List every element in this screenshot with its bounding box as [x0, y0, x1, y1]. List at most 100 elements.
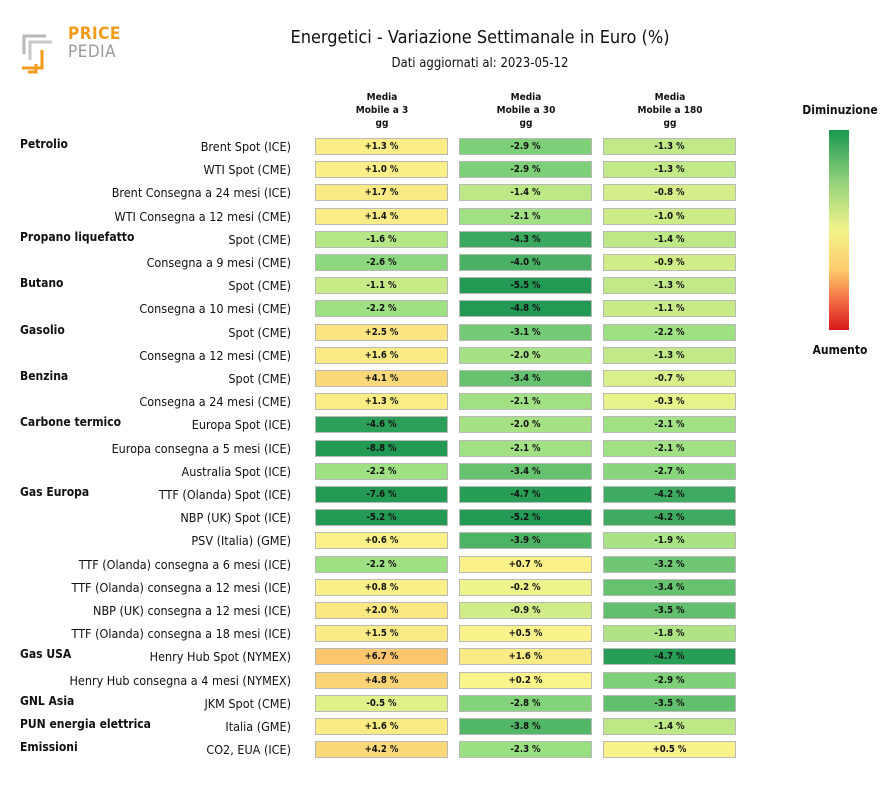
heatmap-cell: +1.6 %: [459, 648, 592, 666]
heatmap-cell: -1.4 %: [459, 184, 592, 202]
row-label: Spot (CME): [228, 371, 291, 386]
heatmap-cell: +0.2 %: [459, 671, 592, 689]
heatmap-cell: -2.6 %: [315, 254, 448, 271]
logo-mark-icon: [22, 34, 52, 74]
heatmap-cell: -4.2 %: [603, 486, 736, 503]
row-label: Consegna a 9 mesi (CME): [146, 255, 291, 270]
row-label: Brent Consegna a 24 mesi (ICE): [111, 185, 291, 201]
row-label: WTI Consegna a 12 mesi (CME): [114, 208, 291, 224]
heatmap-cell: -0.7 %: [603, 370, 736, 387]
row-label: Italia (GME): [225, 719, 291, 734]
heatmap-cell: +4.8 %: [315, 671, 448, 689]
heatmap-cell: +2.5 %: [315, 323, 448, 341]
heatmap-cell: -1.3 %: [603, 346, 736, 364]
heatmap-cell: -4.2 %: [603, 509, 736, 527]
heatmap-cell: -2.3 %: [459, 741, 592, 759]
heatmap-cell: -1.6 %: [315, 230, 448, 248]
heatmap-cell: -1.1 %: [315, 277, 448, 295]
group-label: Gasolio: [20, 322, 65, 337]
heatmap-cell: -0.2 %: [459, 578, 592, 596]
heatmap-cell: -8.8 %: [315, 439, 448, 457]
heatmap-cell: -4.7 %: [459, 486, 592, 503]
heatmap-cell: -1.4 %: [603, 230, 736, 248]
heatmap-cell: -2.1 %: [603, 439, 736, 457]
heatmap-cell: +4.1 %: [315, 370, 448, 387]
group-label: GNL Asia: [20, 693, 75, 708]
heatmap-cell: -3.5 %: [603, 694, 736, 712]
chart-title: Energetici - Variazione Settimanale in E…: [290, 27, 670, 48]
heatmap-cell: -0.8 %: [603, 184, 736, 202]
row-label: Europa Spot (ICE): [191, 417, 291, 433]
heatmap-cell: -4.0 %: [459, 254, 592, 271]
row-label: Spot (CME): [228, 278, 291, 294]
row-label: TTF (Olanda) Spot (ICE): [158, 487, 291, 502]
heatmap-cell: -1.1 %: [603, 300, 736, 318]
heatmap-cell: -4.8 %: [459, 300, 592, 318]
row-label: WTI Spot (CME): [203, 162, 291, 178]
group-label: Carbone termico: [20, 415, 122, 430]
group-label: Emissioni: [20, 740, 78, 755]
heatmap-cell: +0.5 %: [603, 741, 736, 759]
heatmap-cell: -2.8 %: [459, 694, 592, 712]
legend-color-bar: [829, 130, 849, 330]
heatmap-cell: +1.3 %: [315, 393, 448, 411]
heatmap-cell: -2.7 %: [603, 462, 736, 480]
heatmap-cell: -2.1 %: [603, 416, 736, 434]
heatmap-cell: -3.2 %: [603, 555, 736, 573]
heatmap-cell: +1.4 %: [315, 207, 448, 225]
heatmap-cell: -2.9 %: [603, 671, 736, 689]
row-label: PSV (Italia) (GME): [191, 533, 291, 549]
heatmap-cell: +0.7 %: [459, 555, 592, 573]
heatmap-cell: +0.6 %: [315, 532, 448, 550]
heatmap-cell: -2.0 %: [459, 416, 592, 434]
heatmap-cell: -5.5 %: [459, 277, 592, 295]
heatmap-cell: -2.2 %: [315, 462, 448, 480]
heatmap-cell: -3.5 %: [603, 602, 736, 619]
heatmap-cell: -2.1 %: [459, 393, 592, 411]
heatmap-cell: -1.3 %: [603, 277, 736, 295]
logo-word-pedia: PEDIA: [68, 42, 117, 62]
heatmap-cell: +6.7 %: [315, 648, 448, 666]
heatmap-cell: -2.1 %: [459, 439, 592, 457]
heatmap-cell: +2.0 %: [315, 602, 448, 619]
logo-word-price: PRICE: [68, 24, 121, 44]
heatmap-cell: -1.3 %: [603, 138, 736, 155]
heatmap-cell: -3.1 %: [459, 323, 592, 341]
heatmap-cell: -1.9 %: [603, 532, 736, 550]
row-label: JKM Spot (CME): [204, 695, 291, 711]
heatmap-cell: -3.4 %: [459, 462, 592, 480]
heatmap-cell: -1.3 %: [603, 161, 736, 179]
heatmap-cell: -0.9 %: [459, 602, 592, 619]
heatmap-cell: +0.5 %: [459, 625, 592, 643]
heatmap-cell: -2.2 %: [315, 300, 448, 318]
group-label: Benzina: [20, 369, 69, 383]
heatmap-cell: -3.8 %: [459, 718, 592, 735]
heatmap-cell: -0.9 %: [603, 254, 736, 271]
column-header-2: Media Mobile a 30 gg: [496, 92, 556, 129]
group-label: Petrolio: [20, 137, 68, 151]
heatmap-cell: -2.2 %: [603, 323, 736, 341]
heatmap-cell: +1.6 %: [315, 718, 448, 735]
row-label: TTF (Olanda) consegna a 12 mesi (ICE): [71, 579, 291, 595]
heatmap-cell: -1.4 %: [603, 718, 736, 735]
group-label: Butano: [20, 276, 64, 291]
row-label: Henry Hub consegna a 4 mesi (NYMEX): [69, 672, 291, 688]
row-label: CO2, EUA (ICE): [206, 742, 291, 758]
row-label: Europa consegna a 5 mesi (ICE): [111, 440, 291, 456]
chart-subtitle: Dati aggiornati al: 2023-05-12: [391, 56, 569, 71]
heatmap-cell: -4.7 %: [603, 648, 736, 666]
group-label: Gas Europa: [20, 485, 90, 499]
row-label: Consegna a 12 mesi (CME): [139, 347, 291, 363]
heatmap-cell: -2.9 %: [459, 161, 592, 179]
row-label: NBP (UK) consegna a 12 mesi (ICE): [93, 603, 291, 618]
heatmap-cell: -2.9 %: [459, 138, 592, 155]
heatmap-cell: -2.2 %: [315, 555, 448, 573]
row-label: TTF (Olanda) consegna a 18 mesi (ICE): [71, 626, 291, 642]
row-label: Brent Spot (ICE): [200, 139, 291, 154]
row-label: TTF (Olanda) consegna a 6 mesi (ICE): [78, 556, 291, 572]
heatmap-cell: +0.8 %: [315, 578, 448, 596]
heatmap-cell: +1.7 %: [315, 184, 448, 202]
row-label: Henry Hub Spot (NYMEX): [149, 649, 291, 665]
heatmap-cell: -5.2 %: [315, 509, 448, 527]
legend-label-increase: Aumento: [812, 343, 868, 357]
